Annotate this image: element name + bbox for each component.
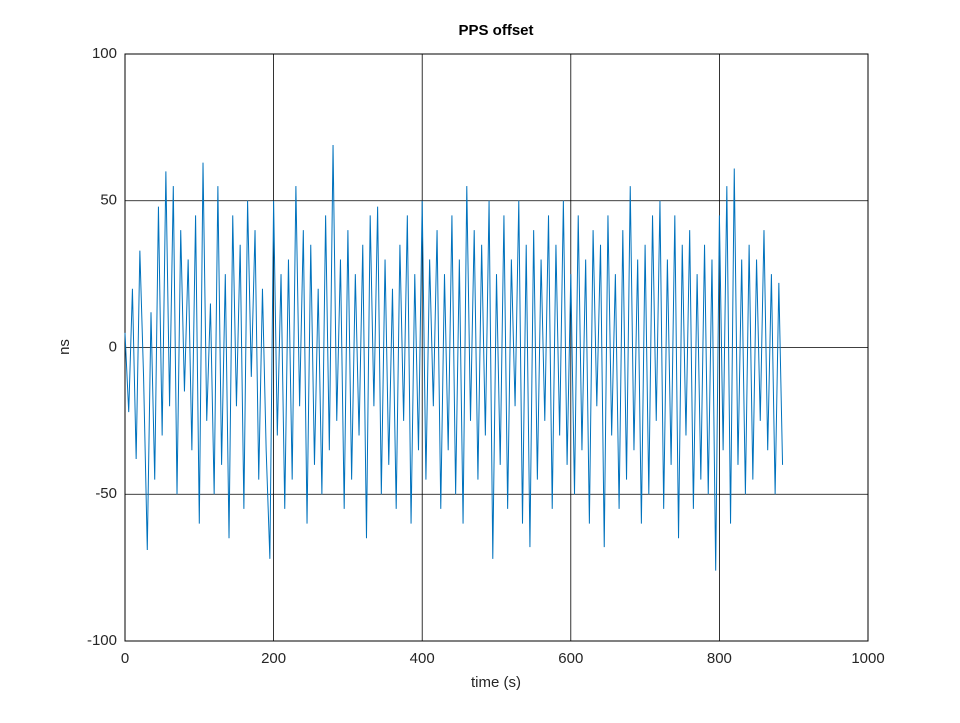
x-tick-label: 0 (121, 650, 129, 667)
x-tick-label: 800 (707, 650, 732, 667)
x-tick-label: 600 (558, 650, 583, 667)
x-tick-label: 400 (410, 650, 435, 667)
x-axis-label: time (s) (471, 674, 521, 691)
x-tick-label: 200 (261, 650, 286, 667)
y-tick-label: 50 (100, 192, 117, 209)
y-tick-label: -50 (95, 485, 117, 502)
y-tick-label: -100 (87, 632, 117, 649)
y-axis-label: ns (56, 339, 73, 355)
data-line (124, 144, 784, 571)
y-tick-label: 0 (109, 338, 117, 355)
chart-title: PPS offset (458, 22, 533, 39)
x-tick-label: 1000 (851, 650, 884, 667)
plot-frame (124, 53, 869, 642)
y-tick-label: 100 (92, 45, 117, 62)
